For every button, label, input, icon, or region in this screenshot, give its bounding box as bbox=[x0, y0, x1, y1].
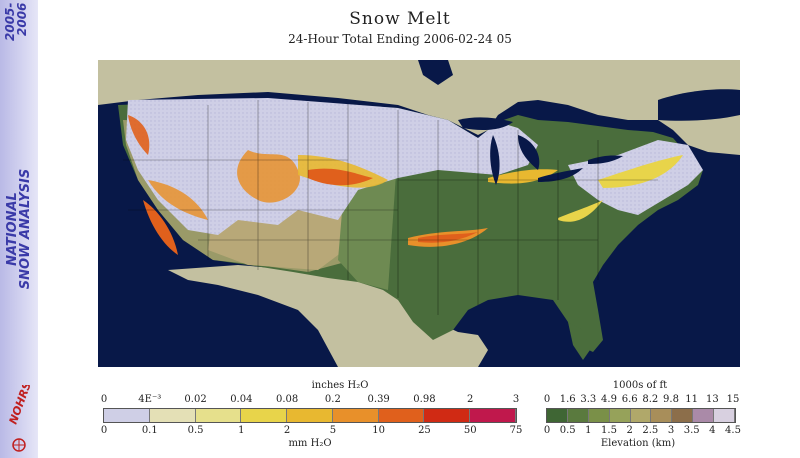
melt-legend-tick-label: 0.1 bbox=[141, 425, 158, 436]
elevation-legend-top-label: 1000s of ft bbox=[612, 380, 668, 391]
melt-legend-tick-label: 75 bbox=[509, 425, 523, 436]
melt-legend-swatch bbox=[332, 409, 379, 422]
melt-legend-swatch bbox=[195, 409, 242, 422]
elevation-legend-swatch bbox=[693, 409, 715, 422]
melt-cascades bbox=[128, 115, 150, 155]
banner-title: NATIONAL SNOW ANALYSIS bbox=[5, 168, 33, 290]
melt-legend-tick-label: 0.98 bbox=[413, 394, 436, 405]
elevation-legend-tick-label: 4.5 bbox=[725, 425, 741, 436]
lake-ontario bbox=[588, 155, 623, 164]
lake-michigan bbox=[490, 135, 500, 185]
elevation-legend-swatch bbox=[651, 409, 673, 422]
elevation-legend-tick-label: 2.5 bbox=[642, 425, 659, 436]
map-title: Snow Melt bbox=[349, 9, 451, 29]
elevation-legend-tick-label: 9.8 bbox=[663, 394, 679, 405]
melt-legend-tick-label: 25 bbox=[418, 425, 431, 436]
elevation-legend-tick-label: 1 bbox=[585, 425, 592, 436]
florida bbox=[568, 322, 590, 360]
elevation-legend-tick-label: 0 bbox=[543, 425, 551, 436]
elevation-legend-swatch bbox=[714, 409, 736, 422]
nohrsc-logo: NOHRSC bbox=[7, 385, 36, 452]
elevation-legend-tick-label: 6.6 bbox=[621, 394, 638, 405]
gulf-of-st-lawrence bbox=[658, 89, 740, 121]
melt-legend-swatch bbox=[287, 409, 333, 422]
elevation-legend-bottom-label: Elevation (km) bbox=[600, 438, 676, 449]
logo-text: NOHRSC bbox=[7, 385, 36, 426]
melt-legend-tick-label: 5 bbox=[329, 425, 337, 436]
melt-legend-swatch bbox=[424, 409, 471, 422]
elevation-legend-swatch bbox=[672, 409, 694, 422]
banner-title-line2: SNOW ANALYSIS bbox=[18, 168, 33, 290]
lake-huron bbox=[518, 135, 540, 170]
melt-legend-colorbar bbox=[103, 408, 517, 423]
melt-legend-top-label: inches H₂O bbox=[311, 380, 369, 391]
melt-legend-tick-label: 0.04 bbox=[230, 394, 253, 405]
elevation-legend-swatch bbox=[567, 409, 589, 422]
melt-legend-tick-label: 2 bbox=[283, 425, 291, 436]
melt-rockies bbox=[237, 150, 300, 203]
mexico-land bbox=[168, 265, 488, 367]
elevation-legend-tick-label: 4.9 bbox=[601, 394, 617, 405]
elevation-legend-tick-label: 8.2 bbox=[642, 394, 659, 405]
elevation-legend-tick-label: 11 bbox=[685, 394, 699, 405]
elevation-legend-swatch bbox=[609, 409, 631, 422]
elevation-legend-tick-label: 4 bbox=[709, 425, 716, 436]
melt-legend-tick-label: 0.5 bbox=[187, 425, 204, 436]
melt-appalachia bbox=[558, 200, 603, 222]
elevation-legend-tick-label: 1.6 bbox=[559, 394, 576, 405]
melt-sierra bbox=[143, 200, 178, 255]
melt-legend-tick-label: 0.08 bbox=[275, 394, 299, 405]
snow-melt-map bbox=[98, 60, 740, 367]
elevation-legend-tick-label: 2 bbox=[626, 425, 633, 436]
elevation-legend-tick-label: 15 bbox=[726, 394, 740, 405]
melt-legend-tick-label: 0 bbox=[100, 425, 108, 436]
elevation-legend-tick-label: 0 bbox=[543, 394, 551, 405]
state-borders bbox=[123, 100, 658, 315]
melt-legend-swatch bbox=[241, 409, 288, 422]
elevation-legend-tick-label: 0.5 bbox=[559, 425, 576, 436]
sidebar-banner bbox=[0, 0, 38, 458]
melt-legend-tick-label: 3 bbox=[512, 394, 520, 405]
melt-legend-tick-label: 0 bbox=[100, 394, 108, 405]
melt-legend-bottom-label: mm H₂O bbox=[288, 438, 332, 449]
elevation-legend-colorbar bbox=[546, 408, 736, 423]
lake-superior bbox=[458, 117, 513, 130]
melt-legend-swatch bbox=[149, 409, 196, 422]
melt-legend-swatch bbox=[104, 409, 150, 422]
melt-legend-swatch bbox=[378, 409, 425, 422]
elevation-legend-swatch bbox=[547, 409, 568, 422]
elevation-legend-swatch bbox=[630, 409, 652, 422]
melt-legend-tick-label: 2 bbox=[467, 394, 474, 405]
melt-legend-tick-label: 0.39 bbox=[367, 394, 390, 405]
elevation-legend-swatch bbox=[588, 409, 610, 422]
elevation-legend-tick-label: 3 bbox=[667, 425, 675, 436]
elevation-legend-tick-label: 3.5 bbox=[683, 425, 700, 436]
melt-legend-tick-label: 1 bbox=[238, 425, 245, 436]
melt-legend-tick-label: 10 bbox=[372, 425, 386, 436]
melt-legend-tick-label: 0.2 bbox=[324, 394, 341, 405]
melt-legend-tick-label: 50 bbox=[463, 425, 477, 436]
elevation-legend-tick-label: 1.5 bbox=[601, 425, 617, 436]
lake-erie bbox=[538, 168, 583, 182]
melt-legend-tick-label: 4E⁻³ bbox=[138, 394, 162, 405]
elevation-legend-tick-label: 3.3 bbox=[580, 394, 597, 405]
map-subtitle: 24-Hour Total Ending 2006-02-24 05 bbox=[288, 32, 512, 46]
canada-land bbox=[98, 60, 740, 155]
melt-legend-tick-label: 0.02 bbox=[184, 394, 207, 405]
elevation-legend-tick-label: 13 bbox=[705, 394, 719, 405]
hudson-bay bbox=[418, 60, 453, 85]
melt-legend-swatch bbox=[470, 409, 517, 422]
melt-northern-plains bbox=[308, 168, 373, 186]
